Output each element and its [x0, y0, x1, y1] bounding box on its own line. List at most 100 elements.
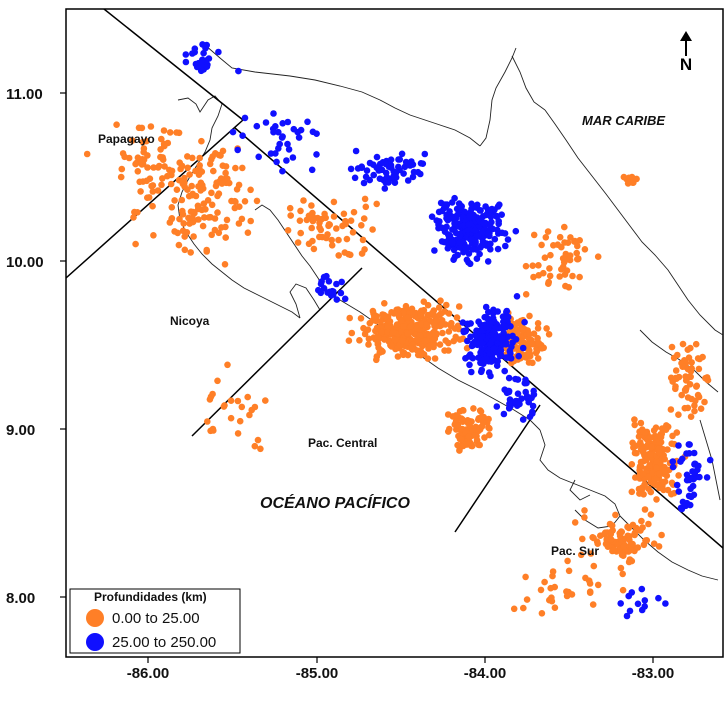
epicenter-dot — [626, 607, 634, 615]
x-tick-label: -84.00 — [464, 665, 507, 682]
epicenter-dot — [377, 318, 385, 325]
epicenter-dot — [706, 456, 714, 464]
epicenter-dot — [400, 323, 407, 330]
epicenter-dot — [546, 272, 554, 280]
epicenter-dot — [209, 390, 216, 398]
epicenter-dot — [521, 318, 528, 326]
epicenter-dot — [478, 328, 486, 335]
epicenter-dot — [239, 164, 246, 172]
epicenter-dot — [483, 314, 491, 322]
epicenter-dot — [564, 557, 571, 565]
epicenter-dot — [196, 154, 203, 162]
legend-item-label: 0.00 to 25.00 — [112, 610, 200, 627]
epicenter-dot — [683, 450, 690, 457]
epicenter-dot — [465, 221, 472, 228]
epicenter-dot — [520, 604, 527, 612]
epicenter-dot — [395, 163, 402, 171]
epicenter-dot — [483, 211, 490, 219]
epicenter-dot — [309, 214, 316, 222]
epicenter-dot — [168, 204, 176, 211]
epicenter-dot — [617, 564, 625, 572]
epicenter-dot — [445, 328, 453, 335]
epicenter-dot — [470, 340, 477, 347]
epicenter-dot — [647, 434, 655, 441]
epicenter-dot — [655, 543, 663, 550]
epicenter-dot — [387, 156, 395, 163]
epicenter-dot — [375, 167, 383, 174]
epicenter-dot — [581, 507, 588, 514]
epicenter-dot — [310, 245, 318, 253]
epicenter-dot — [482, 323, 490, 331]
epicenter-dot — [662, 426, 670, 434]
epicenter-dot — [541, 578, 548, 586]
epicenter-dot — [215, 48, 222, 56]
epicenter-dot — [431, 330, 439, 338]
epicenter-dot — [620, 552, 627, 559]
epicenter-dot — [522, 388, 529, 396]
epicenter-dot — [366, 319, 374, 327]
epicenter-dot — [378, 328, 385, 336]
epicenter-dot — [628, 589, 636, 596]
epicenter-dot — [175, 176, 183, 184]
epicenter-dot — [192, 167, 199, 175]
epicenter-dot — [309, 237, 316, 245]
epicenter-dot — [444, 411, 452, 418]
epicenter-dot — [131, 208, 138, 216]
epicenter-dot — [210, 427, 217, 434]
epicenter-dot — [144, 164, 151, 171]
epicenter-dot — [232, 164, 239, 172]
epicenter-dot — [253, 197, 261, 205]
epicenter-dot — [373, 324, 381, 332]
epicenter-dot — [475, 427, 482, 435]
epicenter-dot — [428, 213, 436, 220]
epicenter-dot — [369, 226, 376, 233]
epicenter-dot — [325, 278, 333, 285]
epicenter-dot — [547, 251, 554, 259]
epicenter-dot — [213, 179, 220, 186]
epicenter-dot — [669, 458, 677, 465]
epicenter-dot — [467, 209, 475, 217]
epicenter-dot — [626, 556, 634, 563]
epicenter-dot — [421, 150, 429, 158]
epicenter-dot — [445, 428, 452, 435]
epicenter-dot — [460, 407, 467, 414]
epicenter-dot — [227, 414, 235, 422]
epicenter-dot — [515, 352, 522, 360]
epicenter-dot — [130, 214, 137, 221]
epicenter-dot — [345, 337, 353, 345]
epicenter-dot — [440, 204, 448, 212]
epicenter-dot — [512, 336, 520, 343]
epicenter-dot — [462, 355, 469, 362]
epicenter-dot — [688, 359, 695, 366]
epicenter-dot — [437, 297, 444, 305]
epicenter-dot — [452, 229, 460, 237]
y-tick-label: 10.00 — [6, 254, 44, 271]
epicenter-dot — [270, 128, 277, 136]
epicenter-dot — [294, 239, 302, 246]
epicenter-dot — [285, 146, 293, 153]
epicenter-dot — [504, 354, 512, 361]
epicenter-dot — [634, 544, 642, 551]
epicenter-dot — [384, 323, 392, 331]
epicenter-dot — [417, 312, 424, 319]
epicenter-dot — [683, 476, 691, 484]
epicenter-dot — [362, 203, 370, 211]
epicenter-dot — [681, 386, 689, 394]
epicenter-dot — [244, 393, 251, 401]
epicenter-dot — [208, 231, 215, 239]
epicenter-dot — [628, 488, 636, 496]
epicenter-dot — [503, 307, 511, 315]
epicenter-dot — [148, 182, 155, 190]
epicenter-dot — [346, 314, 354, 322]
epicenter-dot — [695, 393, 703, 401]
epicenter-dot — [360, 215, 368, 222]
epicenter-dot — [628, 173, 636, 181]
epicenter-dot — [639, 426, 646, 433]
epicenter-dot — [701, 398, 708, 406]
epicenter-dot — [653, 496, 660, 503]
epicenter-dot — [502, 323, 510, 331]
epicenter-dot — [313, 151, 320, 158]
legend-swatch — [86, 633, 104, 651]
epicenter-dot — [143, 177, 150, 185]
epicenter-dot — [137, 188, 144, 195]
